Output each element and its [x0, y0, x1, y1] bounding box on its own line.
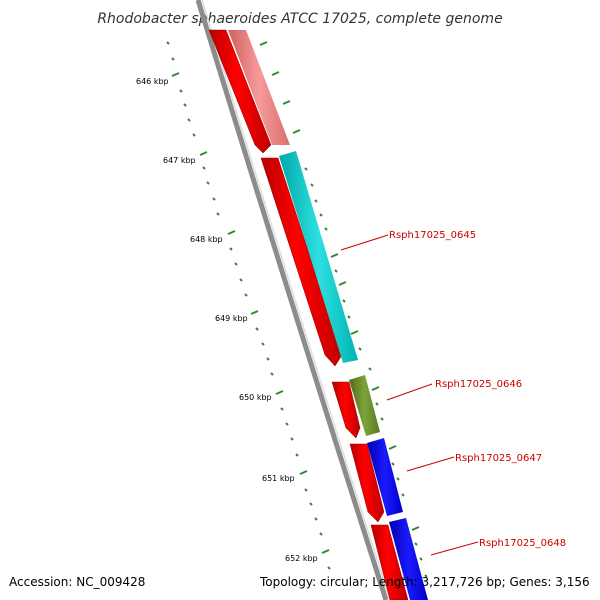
ruler-ticks [166, 41, 331, 570]
ruler-label-647: 647 kbp [163, 156, 196, 165]
cds-arrow-5 [370, 524, 409, 600]
gene-label-0648[interactable]: Rsph17025_0648 [479, 538, 566, 549]
cds-arrow-2 [260, 157, 343, 367]
ruler-label-646: 646 kbp [136, 77, 169, 86]
gene-label-0647[interactable]: Rsph17025_0647 [455, 453, 542, 464]
gene-label-0646[interactable]: Rsph17025_0646 [435, 379, 522, 390]
genome-backbone-highlight [201, 0, 391, 600]
cds-arrow-3 [331, 381, 361, 439]
feature-olive [349, 375, 380, 436]
map-title: Rhodobacter sphaeroides ATCC 17025, comp… [97, 11, 502, 27]
ruler-label-648: 648 kbp [190, 235, 223, 244]
feature-blue-1 [367, 438, 403, 516]
feature-track [228, 30, 428, 600]
feature-cyan [279, 151, 358, 363]
ruler-label-650: 650 kbp [239, 393, 272, 402]
gene-labels: Rsph17025_0645 Rsph17025_0646 Rsph17025_… [389, 230, 566, 549]
cds-track [208, 29, 409, 600]
ruler-labels: 646 kbp 647 kbp 648 kbp 649 kbp 650 kbp … [136, 77, 318, 563]
genome-summary-text: Topology: circular; Length: 3,217,726 bp… [260, 575, 590, 589]
gene-label-0645[interactable]: Rsph17025_0645 [389, 230, 476, 241]
ruler-label-651: 651 kbp [262, 474, 295, 483]
cds-arrow-1 [208, 29, 272, 154]
gene-ticks [259, 41, 428, 578]
ruler-label-652: 652 kbp [285, 554, 318, 563]
leader-lines [340, 234, 479, 556]
ruler-label-649: 649 kbp [215, 314, 248, 323]
cds-arrow-4 [349, 443, 385, 523]
feature-pink [228, 30, 290, 145]
genome-backbone [195, 0, 389, 600]
feature-blue-2 [389, 518, 428, 600]
accession-text: Accession: NC_009428 [9, 575, 146, 589]
